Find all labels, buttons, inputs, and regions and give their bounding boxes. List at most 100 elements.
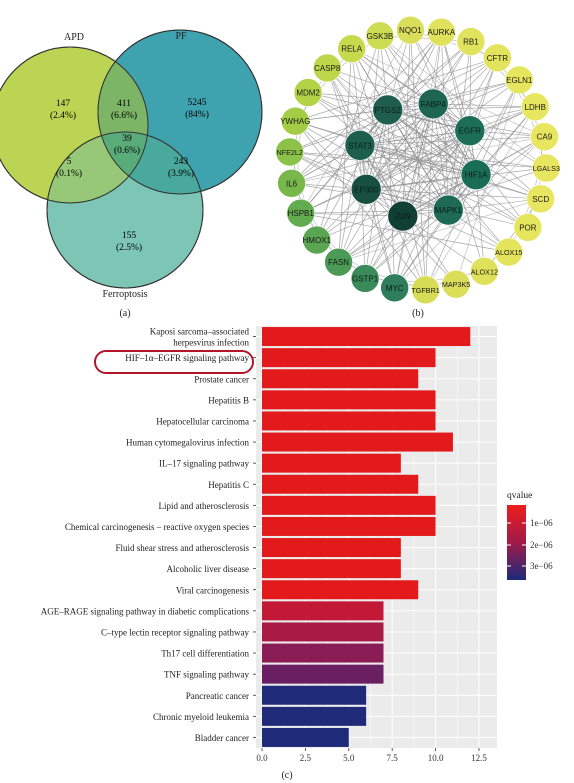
y-tick-label: Chemical carcinogenesis – reactive oxyge…: [65, 522, 250, 532]
bar-pancreatic-cancer: [262, 685, 367, 705]
network-edge: [351, 48, 404, 217]
legend-label: 2e−06: [530, 540, 553, 550]
bar-kaposi-sarcoma-associated-herpesvirus-infection: [262, 327, 471, 347]
network-edge: [359, 106, 536, 146]
network-node-label: MDM2: [296, 89, 320, 98]
network-edge: [295, 48, 352, 122]
network-edge: [365, 103, 434, 190]
network-node-label: HMOX1: [303, 236, 332, 245]
network-node-alox12: ALOX12: [470, 257, 499, 286]
network-node-hmox1: HMOX1: [302, 225, 332, 255]
legend-label: 3e−06: [530, 561, 553, 571]
network-node-label: JUN: [395, 212, 411, 221]
network-edge: [497, 57, 545, 137]
network-edge: [448, 198, 541, 211]
network-edge: [433, 103, 547, 169]
network-edge: [410, 29, 498, 59]
network-edge: [359, 41, 472, 146]
network-node-label: FABP4: [421, 100, 446, 109]
y-tick-label: Th17 cell differentiation: [161, 649, 249, 659]
network-node-ptgs2: PTGS2: [372, 94, 404, 126]
network-node-stat3: STAT3: [344, 130, 376, 161]
network-node-label: RB1: [463, 38, 479, 47]
network-edge: [475, 79, 520, 175]
bar-bladder-cancer: [262, 727, 349, 747]
legend-labels: 1e−06 2e−06 3e−06: [507, 518, 553, 571]
bar-th17-cell-differentiation: [262, 643, 384, 663]
network-edge: [359, 145, 396, 288]
bar-fluid-shear-stress-and-atherosclerosis: [262, 538, 401, 558]
bar-hepatocellular-carcinoma: [262, 411, 436, 431]
network-edge: [484, 198, 541, 272]
network-edge: [394, 136, 545, 289]
network-edge: [402, 215, 485, 272]
network-edge: [295, 120, 426, 290]
network-node-label: LGALS3: [533, 164, 560, 173]
network-edge: [316, 239, 395, 289]
network-edge: [387, 41, 472, 111]
network-edge: [289, 151, 318, 241]
network-edge: [387, 109, 510, 253]
bar-tnf-signaling-pathway: [262, 664, 384, 684]
network-node-hif1a: HIF1A: [460, 159, 492, 190]
y-tick-label: Pancreatic cancer: [186, 691, 249, 701]
network-node-label: EP300: [354, 185, 379, 194]
network-edge: [448, 106, 536, 211]
network-edge: [291, 92, 309, 184]
network-edge: [387, 109, 541, 200]
network-edge: [425, 103, 434, 290]
y-tick-label: AGE–RAGE signaling pathway in diabetic c…: [41, 606, 250, 616]
network-node-hspb1: HSPB1: [286, 198, 316, 228]
network-edge: [394, 103, 434, 288]
network-edge: [351, 48, 367, 190]
network-edge: [295, 120, 449, 211]
network-node-label: RELA: [341, 45, 363, 54]
x-axis-ticks: 0.0 2.5 5.0 7.5 10.0 12.5: [256, 748, 487, 763]
y-tick-label: HIF–1α–EGFR signaling pathway: [125, 353, 249, 363]
network-node-fasn: FASN: [324, 247, 353, 277]
network-node-alox15: ALOX15: [494, 237, 524, 267]
network-node-nqo1: NQO1: [396, 15, 425, 45]
network-edge: [447, 79, 520, 211]
bar-human-cytomegalovirus-infection: [262, 432, 453, 452]
bar-c-type-lectin-receptor-signaling-pathway: [262, 622, 384, 642]
network-node-label: GSK3B: [367, 32, 394, 41]
network-edge: [338, 198, 541, 263]
network-node-fabp4: FABP4: [417, 88, 449, 120]
network-edge: [440, 32, 449, 211]
network-edge: [387, 109, 396, 288]
bar-lipid-and-atherosclerosis: [262, 495, 436, 515]
network-node-tgfbr1: TGFBR1: [411, 275, 440, 305]
network-edge: [291, 31, 442, 184]
network-node-label: NFE2L2: [277, 148, 303, 157]
network-node-label: AURKA: [428, 28, 456, 37]
y-tick-label: Bladder cancer: [195, 733, 249, 743]
network-node-rb1: RB1: [456, 27, 486, 56]
network-edge: [387, 109, 529, 228]
network-edge: [295, 121, 302, 214]
x-tick-label: 10.0: [428, 753, 444, 763]
network-edge: [448, 136, 545, 211]
network-node-label: HSPB1: [288, 209, 315, 218]
network-edge: [364, 209, 449, 279]
network-edge: [365, 278, 457, 285]
network-edge: [359, 136, 545, 146]
bar-chemical-carcinogenesis-reactive-oxygen-species: [262, 516, 436, 536]
network-edge: [365, 41, 472, 190]
network-nodes: NQO1 AURKA RB1 CFTR EGLN1 LDHB CA9 LGALS3 SCD POR…: [275, 15, 561, 305]
bar-age-rage-signaling-pathway-in-diabetic-complications: [262, 601, 384, 621]
network-node-jun: JUN: [387, 200, 419, 232]
network-node-label: MYC: [386, 284, 404, 293]
network-edge: [359, 31, 442, 146]
network-node-label: EGFR: [459, 127, 481, 136]
y-tick-label: C–type lectin receptor signaling pathway: [101, 627, 249, 637]
bar-il-17-signaling-pathway: [262, 453, 401, 473]
network-edge: [365, 189, 457, 285]
network-edge: [440, 32, 471, 131]
network-edge: [300, 212, 366, 279]
network-node-label: CASP8: [314, 64, 341, 73]
y-tick-label: Hepatitis B: [208, 395, 249, 405]
network-edge: [359, 144, 541, 200]
y-tick-label: Hepatitis C: [208, 480, 249, 490]
